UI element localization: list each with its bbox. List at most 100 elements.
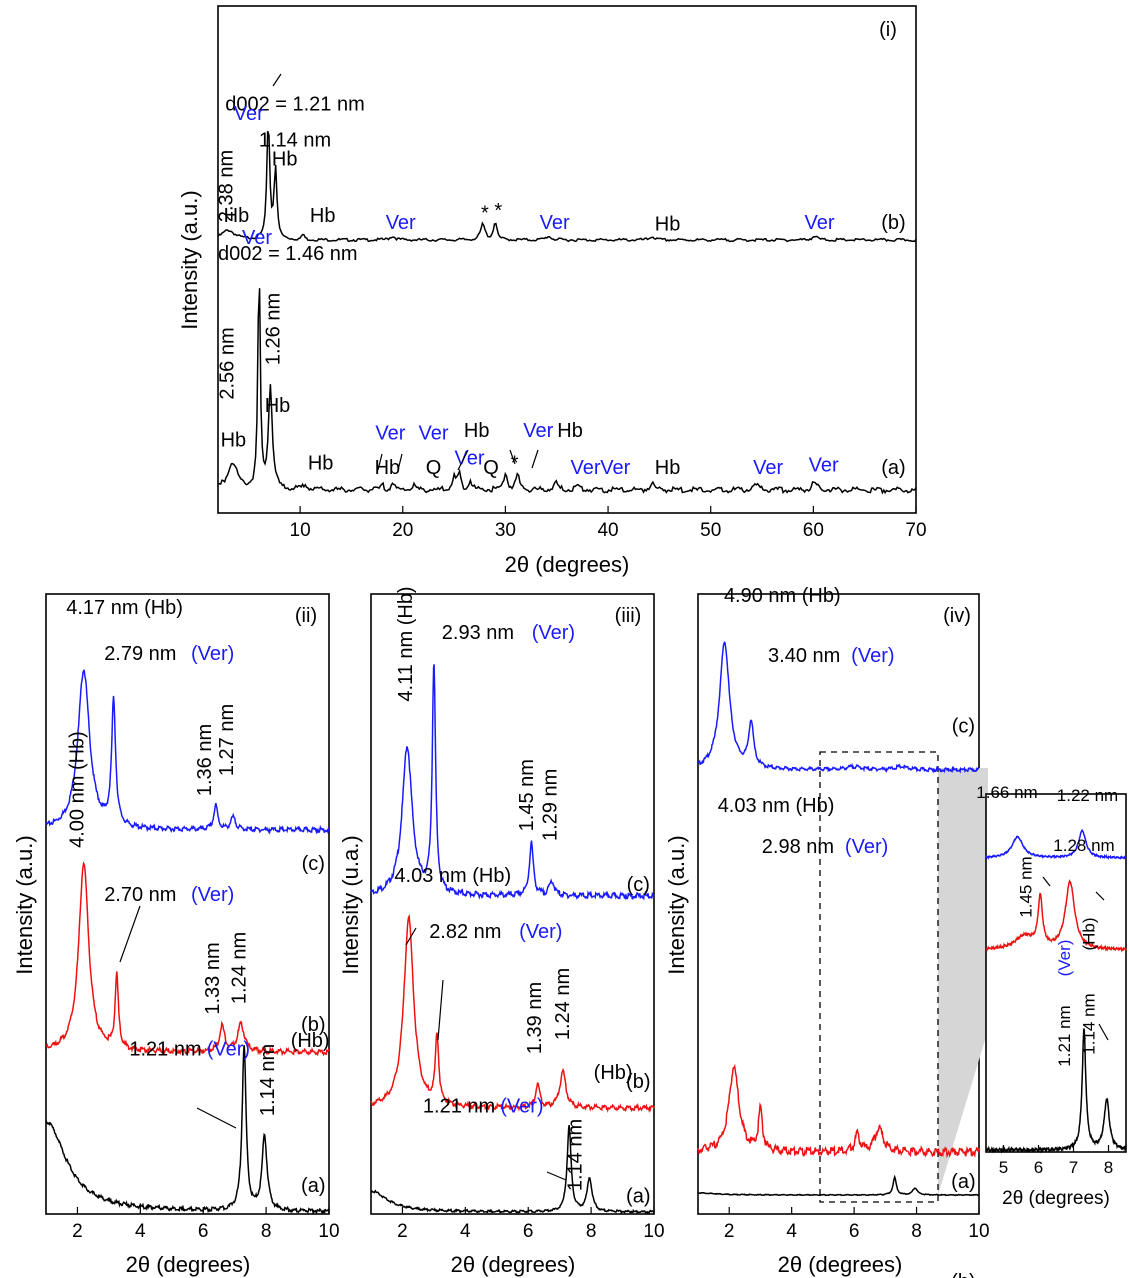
annotation-label: (Ver) — [500, 1095, 543, 1117]
annotation-label: 2.93 nm — [442, 622, 514, 644]
annotation-label: 1.21 nm — [423, 1095, 495, 1117]
x-tick-label: 6 — [198, 1221, 209, 1242]
panel-ii-x-axis: 2 4 6 8 10 — [72, 1207, 340, 1242]
series-line-a — [45, 1045, 330, 1216]
zoom-wedge — [938, 768, 988, 1195]
annotation-label: 2.56 nm — [216, 327, 238, 399]
annotation-label: (a) — [881, 457, 905, 479]
series-line-b — [45, 861, 330, 1057]
annotation-label: (b) — [301, 1014, 325, 1036]
x-tick-label: 10 — [643, 1221, 664, 1242]
panel-i: 10 20 30 40 50 60 70 2θ (degrees) Intensity (a… — [177, 5, 927, 577]
annotation-label: 4.11 nm (Hb) — [395, 586, 417, 701]
annotation-label: 1.39 nm — [524, 982, 546, 1054]
annotation-label: 1.22 nm — [1057, 786, 1118, 805]
annotation-label: 1.45 nm — [1017, 856, 1036, 917]
annotation-label: (b) — [626, 1071, 650, 1093]
zoom-box — [819, 751, 939, 1203]
panel-iii: 2 4 6 8 10 2θ (degrees) Intensity (u.a.) (ii… — [338, 586, 665, 1277]
annotation-label: 1.29 nm — [540, 769, 562, 841]
panel-i-x-title: 2θ (degrees) — [505, 552, 630, 577]
x-tick-label: 8 — [261, 1221, 272, 1242]
inset-x-title: 2θ (degrees) — [1002, 1188, 1110, 1209]
annotation-label: * — [494, 200, 502, 222]
annotation-label: (Hb) — [291, 1030, 330, 1052]
series-line-a — [370, 1125, 655, 1215]
x-tick-label: 7 — [1069, 1158, 1078, 1177]
x-tick-label: 4 — [460, 1221, 471, 1242]
annotation-label: Ver — [809, 455, 839, 477]
annotation-label: Hb — [310, 205, 336, 227]
annotation-label: (Ver) — [851, 645, 894, 667]
x-tick-label: 6 — [1034, 1158, 1043, 1177]
inset-series — [985, 828, 1127, 1154]
x-tick-label: 10 — [968, 1221, 989, 1242]
annotation-label: (Hb) — [594, 1062, 633, 1084]
annotation-label: (b) — [881, 212, 905, 234]
panel-iv-series — [697, 641, 980, 1197]
annotation-label: (Ver) — [532, 622, 575, 644]
inset-arrows — [1042, 876, 1109, 1041]
annotation-label: 4.17 nm (Hb) — [66, 597, 183, 619]
annotation-label: 2.70 nm — [104, 884, 176, 906]
annotation-label: Ver — [234, 103, 264, 125]
panel-iii-y-title: Intensity (u.a.) — [338, 835, 363, 974]
annotation-label: (Ver) — [845, 836, 888, 858]
annotation-label: 4.03 nm (Hb) — [718, 795, 835, 817]
panel-iv: 2 4 6 8 10 2θ (degrees) Intensity (a.u.) (iv… — [664, 585, 990, 1278]
x-tick-label: 60 — [803, 520, 824, 541]
annotation-label: 1.45 nm — [516, 759, 538, 831]
series-line-a — [985, 1028, 1127, 1154]
series-line-a — [698, 1174, 980, 1197]
annotation-label: 3.40 nm — [768, 645, 840, 667]
annotation-label: Ver — [540, 212, 570, 234]
annotation-label: 1.24 nm — [552, 968, 574, 1040]
annotation-label: Ver — [386, 212, 416, 234]
panel-i-x-axis: 10 20 30 40 50 60 70 — [290, 506, 927, 541]
annotation-label: 2.98 nm — [762, 836, 834, 858]
annotation-label: * — [481, 203, 489, 225]
annotation-label: Ver — [804, 212, 834, 234]
x-tick-label: 10 — [318, 1221, 339, 1242]
annotation-label: Ver — [753, 457, 783, 479]
annotation-label: (Ver) — [191, 884, 234, 906]
panel-ii-x-title: 2θ (degrees) — [126, 1252, 251, 1277]
annotation-label: 1.14 nm — [565, 1119, 587, 1191]
annotation-label: (a) — [301, 1175, 325, 1197]
panel-iv-frame — [697, 593, 980, 1215]
annotation-label: Hb — [655, 213, 681, 235]
series-line-b — [370, 913, 655, 1114]
x-tick-label: 10 — [290, 520, 311, 541]
annotation-label: Hb — [265, 395, 291, 417]
annotation-label: Q — [426, 457, 442, 479]
panel-iv-y-title: Intensity (a.u.) — [664, 835, 689, 974]
panel-ii-series — [45, 669, 330, 1216]
panel-ii-tag: (ii) — [295, 605, 317, 627]
annotation-label: 1.26 nm — [263, 293, 285, 365]
x-tick-label: 4 — [786, 1221, 797, 1242]
annotation-label: (c) — [302, 853, 325, 875]
annotation-label: 1.66 nm — [976, 783, 1037, 802]
annotation-label: (c) — [952, 716, 975, 738]
panel-iv-tag: (iv) — [943, 605, 971, 627]
x-tick-label: 30 — [495, 520, 516, 541]
x-tick-label: 6 — [523, 1221, 534, 1242]
panel-iv-x-title: 2θ (degrees) — [778, 1252, 903, 1277]
annotation-label: Hb — [308, 452, 334, 474]
panel-iii-annotations: 4.11 nm (Hb) 2.93 nm (Ver) 1.45 nm 1.29 nm (c… — [394, 586, 650, 1207]
annotation-label: 2.82 nm — [429, 921, 501, 943]
annotation-label: Ver — [419, 422, 449, 444]
series-line-c — [697, 641, 980, 774]
panel-iii-frame — [370, 593, 655, 1215]
annotation-label: 1.33 nm — [202, 942, 224, 1014]
annotation-label: Q — [483, 457, 499, 479]
annotation-label: Ver — [454, 448, 484, 470]
x-tick-label: 8 — [586, 1221, 597, 1242]
panel-iii-x-axis: 2 4 6 8 10 — [397, 1207, 665, 1242]
panel-i-arrows — [272, 73, 539, 471]
panel-i-y-title: Intensity (a.u.) — [177, 190, 202, 329]
series-line-c — [370, 664, 655, 901]
annotation-label: (Hb) — [1080, 917, 1099, 950]
